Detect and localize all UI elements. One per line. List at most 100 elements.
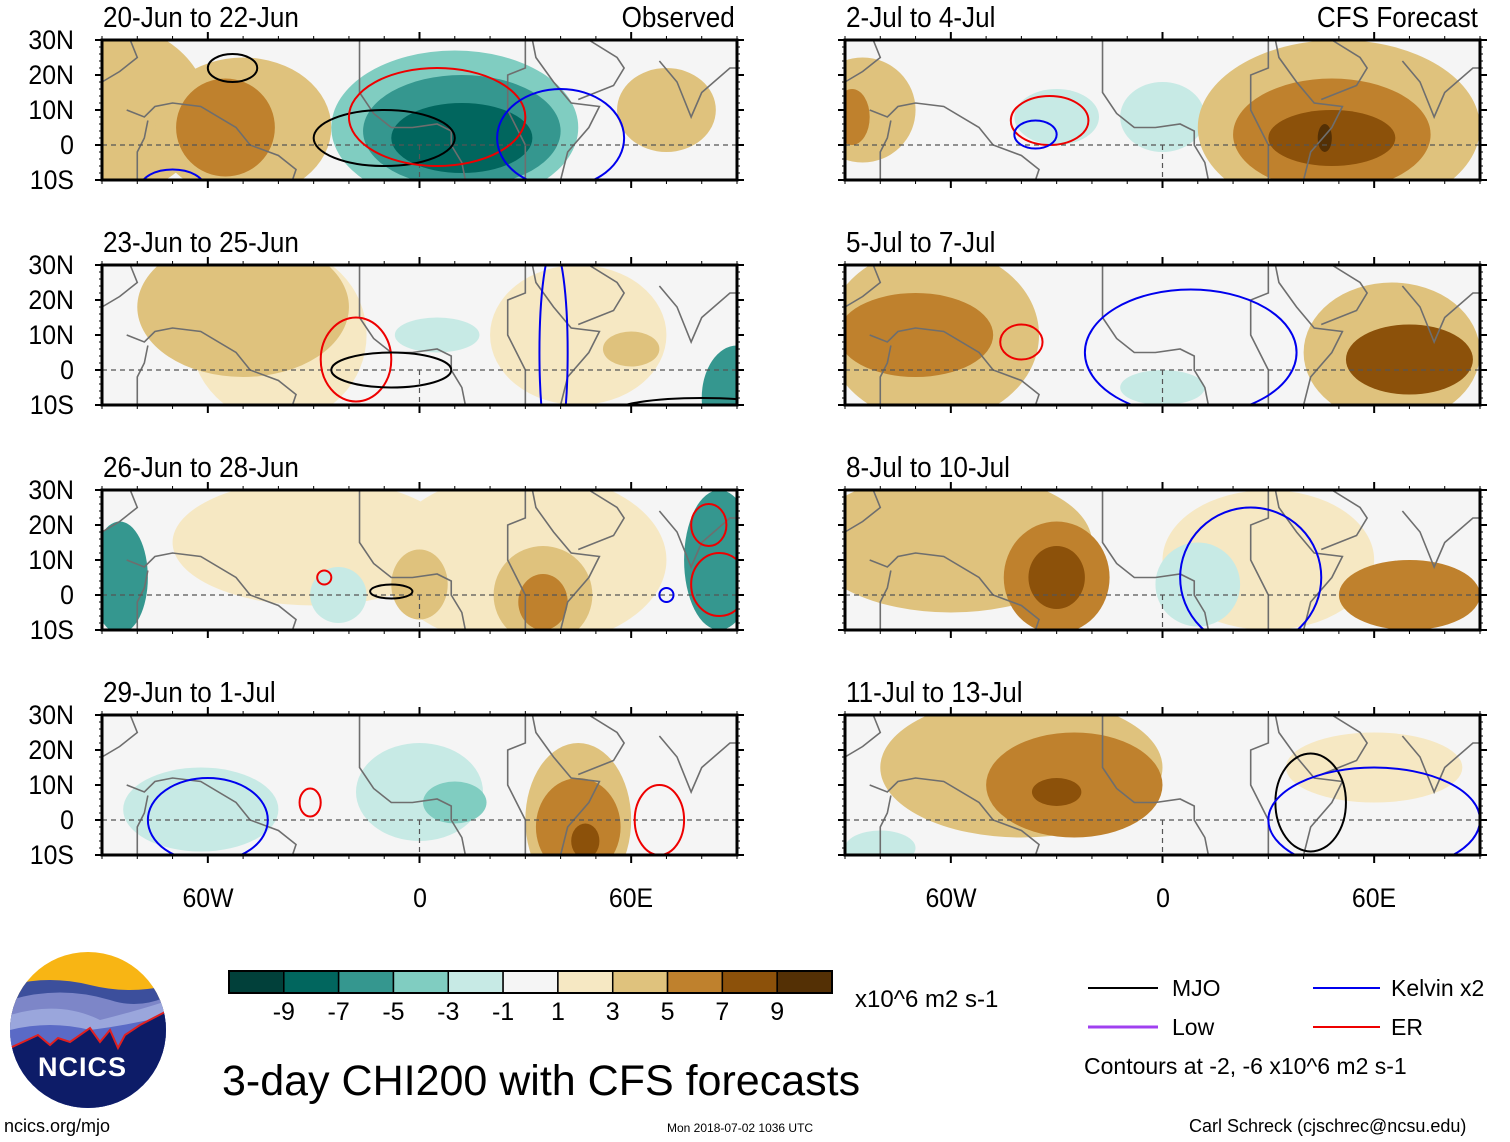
coastline: [658, 285, 737, 345]
coastline: [358, 715, 467, 855]
legend-label-mjo: MJO: [1172, 975, 1221, 1001]
anomaly-shading: [845, 89, 870, 145]
anomaly-shading: [1155, 542, 1241, 627]
coastline: [531, 40, 601, 180]
lat-tick-label: 10N: [28, 95, 74, 125]
lat-tick-label: 0: [60, 805, 74, 835]
anomaly-shading: [535, 778, 621, 855]
colorbar-swatch: [557, 970, 614, 994]
contour-er: [298, 787, 322, 818]
contour-kelvin-x2: [142, 168, 203, 180]
anomaly-shading: [1345, 324, 1473, 395]
coastline: [126, 552, 297, 630]
ncics-logo: [10, 952, 166, 1108]
legend-lines: [1088, 987, 1380, 1029]
logo-text: NCICS: [38, 1052, 128, 1082]
panels-layer: [95, 32, 1487, 863]
legend-label-kelvin: Kelvin x2: [1391, 975, 1485, 1001]
coastline: [102, 715, 139, 758]
colorbar-swatch: [666, 970, 724, 994]
lat-tick-label: 10N: [28, 320, 74, 350]
lon-tick-label: 60W: [925, 883, 977, 913]
legend-label-low: Low: [1172, 1014, 1215, 1040]
lat-tick-label: 10S: [29, 390, 74, 420]
lat-tick-label: 0: [60, 580, 74, 610]
source-url[interactable]: ncics.org/mjo: [4, 1116, 111, 1136]
coastline: [1274, 40, 1344, 180]
colorbar-tick-label: 5: [660, 998, 675, 1026]
coastline: [506, 265, 527, 405]
lat-tick-label: 20N: [28, 285, 74, 315]
coastline: [845, 265, 882, 308]
coastline: [358, 40, 467, 180]
colorbar-tick-label: 1: [550, 998, 565, 1026]
anomaly-shading: [137, 265, 349, 377]
contour-er: [633, 784, 686, 855]
colorbar-tick-label: -9: [272, 998, 295, 1026]
coastline: [126, 102, 297, 180]
coastline: [1401, 285, 1480, 345]
coastline: [845, 40, 882, 83]
map-panel: [95, 257, 744, 413]
coastline: [1274, 265, 1344, 405]
anomaly-shading: [571, 823, 600, 855]
colorbar-swatch: [228, 970, 285, 994]
coastline: [1249, 40, 1270, 180]
coastline: [577, 265, 626, 326]
colorbar-tick-label: 3: [605, 998, 620, 1026]
colorbar-tick-label: -5: [382, 998, 405, 1026]
coastline: [126, 777, 297, 855]
coastline: [869, 777, 1040, 855]
lat-tick-label: 20N: [28, 510, 74, 540]
anomaly-shading: [176, 78, 275, 177]
colorbar-swatch: [611, 970, 669, 994]
anomaly-shading: [1031, 778, 1082, 806]
map-panel: [95, 707, 744, 863]
lat-tick-label: 10S: [29, 840, 74, 870]
coastline: [1401, 60, 1480, 120]
panel-date-label: 8-Jul to 10-Jul: [846, 452, 1010, 484]
colorbar-frame: [228, 970, 833, 994]
lon-tick-label: 60W: [182, 883, 234, 913]
anomaly-shading: [1338, 560, 1480, 630]
contour-kelvin-x2: [1083, 288, 1298, 405]
colorbar-tick-label: -3: [437, 998, 460, 1026]
coastline: [1101, 715, 1210, 855]
panel-source-tag: CFS Forecast: [1317, 2, 1478, 34]
lat-tick-label: 10N: [28, 545, 74, 575]
coastline: [506, 490, 527, 630]
coastline: [1320, 715, 1369, 776]
colorbar-swatch: [283, 970, 340, 994]
map-panel: [95, 482, 744, 638]
coastline: [1274, 715, 1344, 855]
coastline: [1401, 735, 1480, 795]
figure-title: 3-day CHI200 with CFS forecasts: [222, 1057, 861, 1105]
colorbar-units: x10^6 m2 s-1: [855, 986, 999, 1013]
lat-tick-label: 0: [60, 130, 74, 160]
colorbar-swatch: [392, 970, 450, 994]
panel-date-label: 29-Jun to 1-Jul: [103, 677, 276, 709]
anomaly-shading: [102, 521, 148, 630]
coastline: [102, 40, 139, 83]
coastline: [869, 102, 1040, 180]
panel-date-label: 23-Jun to 25-Jun: [103, 227, 299, 259]
coastline: [358, 265, 467, 405]
coastline: [358, 490, 467, 630]
anomaly-shading: [602, 331, 660, 367]
panel-date-label: 26-Jun to 28-Jun: [103, 452, 299, 484]
panel-date-label: 5-Jul to 7-Jul: [846, 227, 996, 259]
coastline: [506, 715, 527, 855]
contour-mjo: [621, 397, 737, 405]
coastline: [1320, 40, 1369, 101]
coastline: [102, 490, 139, 533]
lat-tick-label: 30N: [28, 250, 74, 280]
coastline: [869, 552, 1040, 630]
contour-mjo: [330, 351, 453, 389]
anomaly-shading: [391, 549, 448, 620]
contour-er: [690, 503, 728, 547]
lat-tick-label: 30N: [28, 700, 74, 730]
contour-kelvin-x2: [1179, 506, 1323, 630]
coastline: [1401, 510, 1480, 570]
lat-tick-label: 30N: [28, 475, 74, 505]
anomaly-shading: [391, 103, 533, 173]
